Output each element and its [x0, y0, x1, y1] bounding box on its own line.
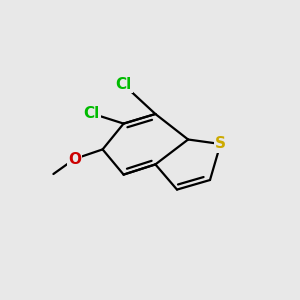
- Text: S: S: [215, 136, 226, 152]
- Text: O: O: [68, 152, 81, 166]
- Text: Cl: Cl: [116, 77, 132, 92]
- Text: Cl: Cl: [83, 106, 100, 121]
